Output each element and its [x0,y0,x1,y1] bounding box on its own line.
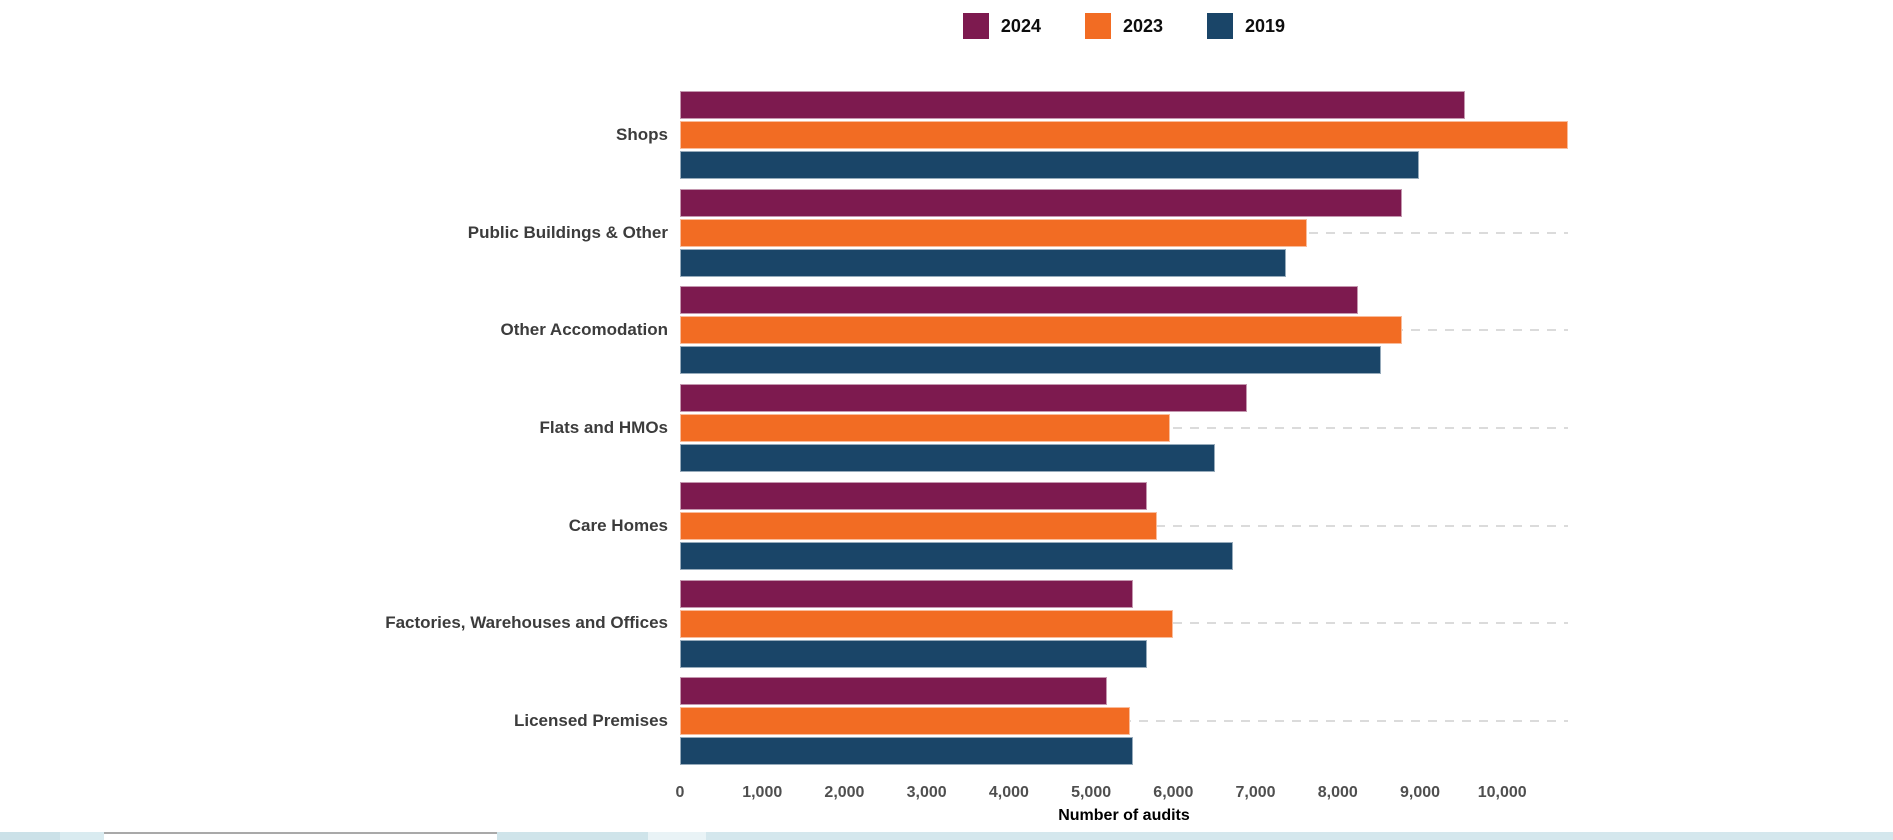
category-label: Factories, Warehouses and Offices [385,613,668,633]
window-edge-segment [60,832,104,840]
x-axis-title: Number of audits [1058,807,1190,824]
x-tick-label: 0 [675,784,685,801]
x-tick-label: 4,000 [988,784,1029,801]
plot-area [680,86,1568,770]
category-label: Public Buildings & Other [467,222,668,242]
window-edge-segment [497,832,648,840]
bar-2019[interactable] [680,444,1216,473]
legend-swatch-icon [962,13,989,39]
bar-2023[interactable] [680,218,1308,247]
legend-item-2023[interactable]: 2023 [1084,13,1164,39]
x-tick-label: 10,000 [1477,784,1527,801]
x-tick-label: 3,000 [906,784,947,801]
x-tick-label: 2,000 [824,784,865,801]
bar-2024[interactable] [680,579,1134,608]
legend-swatch-icon [1207,13,1234,39]
window-edge-segment [104,832,497,840]
bar-group [680,677,1568,766]
x-tick-label: 7,000 [1235,784,1276,801]
window-edge-segment [706,832,1893,840]
bar-2019[interactable] [680,346,1382,375]
x-tick-label: 1,000 [742,784,783,801]
bar-group [680,481,1568,570]
x-tick-label: 5,000 [1071,784,1112,801]
bar-2024[interactable] [680,384,1248,413]
bar-2023[interactable] [680,316,1402,345]
x-tick-label: 9,000 [1399,784,1441,801]
bar-2023[interactable] [680,609,1173,638]
bar-2019[interactable] [680,541,1234,570]
bar-group [680,286,1568,375]
legend-label: 2023 [1122,16,1164,36]
bar-2023[interactable] [680,414,1171,443]
x-axis-ticks: 0 1,000 2,000 3,000 4,000 5,000 6,000 7,000 8,00… [676,784,1568,806]
bar-2023[interactable] [680,707,1130,736]
legend-item-2019[interactable]: 2019 [1207,13,1285,39]
category-row [680,281,1568,379]
bar-group [680,579,1568,668]
bar-2024[interactable] [680,481,1148,510]
bar-group [680,384,1568,473]
background-window-edge [0,832,1893,840]
bar-2024[interactable] [680,677,1107,706]
legend-label: 2024 [1000,16,1041,36]
category-label: Other Accomodation [500,320,669,340]
category-axis: Shops Public Buildings & Other Other Accom… [0,86,668,770]
category-row [680,184,1568,282]
category-label: Flats and HMOs [539,417,668,437]
category-row [680,86,1568,184]
legend-swatch-icon [1084,13,1111,39]
legend: 2024 2023 2019 [680,13,1568,39]
bar-2019[interactable] [680,248,1286,277]
window-edge-segment [0,832,60,840]
x-tick-label: 6,000 [1153,784,1194,801]
category-row [680,672,1568,770]
category-label: Licensed Premises [513,711,668,731]
category-label: Care Homes [568,515,668,535]
bar-2019[interactable] [680,737,1134,766]
category-row [680,477,1568,575]
legend-item-2024[interactable]: 2024 [962,13,1041,39]
bar-group [680,188,1568,277]
bar-2024[interactable] [680,188,1402,217]
bar-2023[interactable] [680,511,1157,540]
bar-2024[interactable] [680,91,1466,119]
category-row [680,575,1568,673]
window-edge-segment [648,832,706,840]
bar-2023[interactable] [680,121,1568,149]
bar-2024[interactable] [680,286,1359,315]
x-tick-label: 8,000 [1317,784,1358,801]
category-row [680,379,1568,477]
bar-2019[interactable] [680,151,1420,179]
bar-2019[interactable] [680,639,1148,668]
bar-group [680,91,1568,179]
category-label: Shops [616,124,668,144]
legend-label: 2019 [1245,16,1286,36]
